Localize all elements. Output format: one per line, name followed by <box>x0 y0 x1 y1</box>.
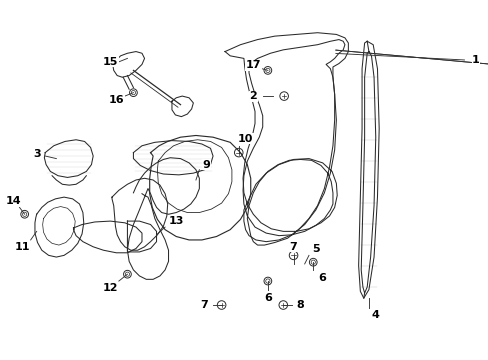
Text: 17: 17 <box>245 60 261 70</box>
Text: 7: 7 <box>289 242 297 252</box>
Text: 12: 12 <box>102 283 118 293</box>
Text: 4: 4 <box>371 310 379 320</box>
Text: 7: 7 <box>200 300 208 310</box>
Text: 11: 11 <box>14 242 30 252</box>
Text: 14: 14 <box>6 197 21 206</box>
Text: 8: 8 <box>296 300 304 310</box>
Text: 3: 3 <box>33 149 41 159</box>
Text: 15: 15 <box>102 57 118 67</box>
Text: 10: 10 <box>238 134 253 144</box>
Text: 13: 13 <box>168 216 183 226</box>
Text: 5: 5 <box>311 243 319 253</box>
Text: 2: 2 <box>249 91 257 101</box>
Text: 16: 16 <box>108 95 124 104</box>
Text: 6: 6 <box>264 293 271 303</box>
Text: 9: 9 <box>202 159 210 170</box>
Text: 1: 1 <box>471 55 479 65</box>
Text: 6: 6 <box>317 273 325 283</box>
